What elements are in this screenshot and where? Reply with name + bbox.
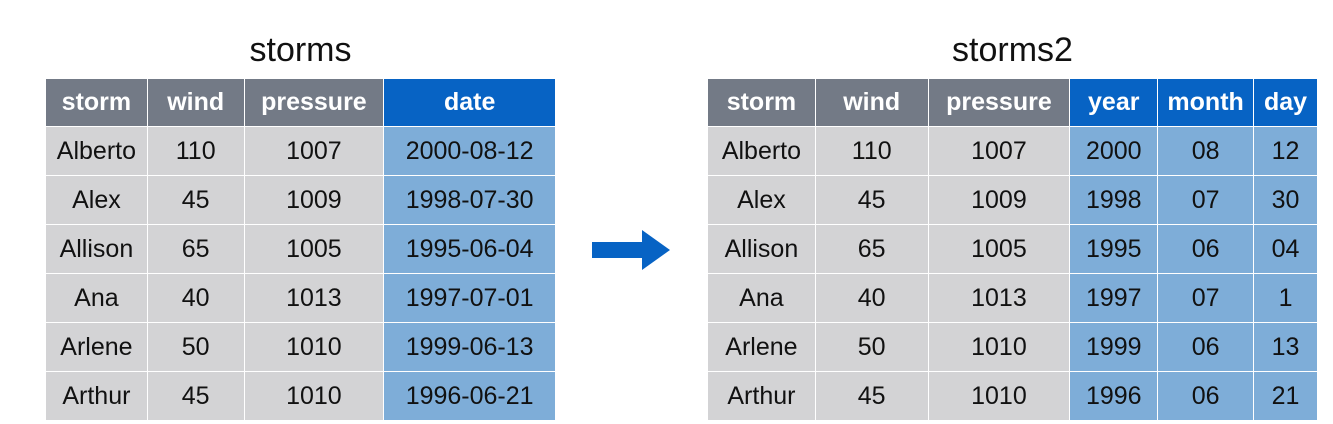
storms2-title: storms2: [952, 31, 1073, 69]
cell-day: 12: [1253, 126, 1318, 176]
cell-pressure: 1010: [927, 371, 1071, 421]
col-header-day: day: [1253, 78, 1318, 127]
cell-storm: Alberto: [45, 126, 148, 176]
header-row: storm wind pressure year month day: [707, 78, 1318, 127]
cell-wind: 110: [814, 126, 929, 176]
storms-panel: storms storm wind pressure date Alberto …: [45, 28, 556, 421]
cell-storm: Arthur: [707, 371, 816, 421]
cell-month: 06: [1157, 322, 1255, 372]
cell-pressure: 1009: [927, 175, 1071, 225]
storms-title: storms: [249, 31, 352, 69]
col-header-wind: wind: [146, 78, 245, 127]
cell-wind: 45: [814, 175, 929, 225]
col-header-storm: storm: [707, 78, 816, 127]
cell-date: 1999-06-13: [383, 322, 556, 372]
cell-date: 1998-07-30: [383, 175, 556, 225]
col-header-pressure: pressure: [927, 78, 1071, 127]
table-row: Allison 65 1005 1995-06-04: [45, 224, 556, 274]
cell-wind: 65: [814, 224, 929, 274]
cell-storm: Allison: [707, 224, 816, 274]
col-header-wind: wind: [814, 78, 929, 127]
cell-date: 1997-07-01: [383, 273, 556, 323]
cell-pressure: 1010: [243, 371, 385, 421]
cell-year: 1998: [1069, 175, 1159, 225]
cell-pressure: 1010: [927, 322, 1071, 372]
header-row: storm wind pressure date: [45, 78, 556, 127]
cell-year: 1997: [1069, 273, 1159, 323]
col-header-year: year: [1069, 78, 1159, 127]
table-row: Arthur 45 1010 1996 06 21: [707, 371, 1318, 421]
col-header-month: month: [1157, 78, 1255, 127]
cell-date: 1995-06-04: [383, 224, 556, 274]
cell-year: 1995: [1069, 224, 1159, 274]
col-header-date: date: [383, 78, 556, 127]
cell-pressure: 1007: [927, 126, 1071, 176]
cell-wind: 40: [814, 273, 929, 323]
cell-month: 07: [1157, 175, 1255, 225]
cell-storm: Alex: [707, 175, 816, 225]
col-header-pressure: pressure: [243, 78, 385, 127]
cell-wind: 110: [146, 126, 245, 176]
cell-wind: 50: [146, 322, 245, 372]
table-row: Ana 40 1013 1997-07-01: [45, 273, 556, 323]
table-row: Arlene 50 1010 1999 06 13: [707, 322, 1318, 372]
cell-day: 1: [1253, 273, 1318, 323]
cell-storm: Allison: [45, 224, 148, 274]
table-row: Arthur 45 1010 1996-06-21: [45, 371, 556, 421]
cell-wind: 45: [146, 371, 245, 421]
cell-pressure: 1005: [927, 224, 1071, 274]
table-row: Ana 40 1013 1997 07 1: [707, 273, 1318, 323]
cell-storm: Ana: [707, 273, 816, 323]
cell-pressure: 1005: [243, 224, 385, 274]
cell-storm: Arlene: [707, 322, 816, 372]
cell-storm: Alberto: [707, 126, 816, 176]
cell-storm: Ana: [45, 273, 148, 323]
cell-storm: Alex: [45, 175, 148, 225]
cell-date: 2000-08-12: [383, 126, 556, 176]
table-row: Alberto 110 1007 2000 08 12: [707, 126, 1318, 176]
arrow-right-icon: [592, 230, 670, 270]
cell-month: 06: [1157, 371, 1255, 421]
storms2-table: storm wind pressure year month day Alber…: [707, 78, 1318, 421]
cell-pressure: 1013: [927, 273, 1071, 323]
cell-day: 21: [1253, 371, 1318, 421]
cell-pressure: 1009: [243, 175, 385, 225]
cell-pressure: 1013: [243, 273, 385, 323]
cell-year: 1996: [1069, 371, 1159, 421]
table-row: Alex 45 1009 1998-07-30: [45, 175, 556, 225]
cell-wind: 45: [814, 371, 929, 421]
cell-month: 08: [1157, 126, 1255, 176]
cell-wind: 45: [146, 175, 245, 225]
cell-storm: Arlene: [45, 322, 148, 372]
cell-wind: 65: [146, 224, 245, 274]
cell-wind: 40: [146, 273, 245, 323]
table-row: Arlene 50 1010 1999-06-13: [45, 322, 556, 372]
cell-pressure: 1007: [243, 126, 385, 176]
cell-date: 1996-06-21: [383, 371, 556, 421]
cell-year: 2000: [1069, 126, 1159, 176]
cell-day: 13: [1253, 322, 1318, 372]
cell-wind: 50: [814, 322, 929, 372]
cell-day: 30: [1253, 175, 1318, 225]
cell-month: 06: [1157, 224, 1255, 274]
table-row: Alex 45 1009 1998 07 30: [707, 175, 1318, 225]
storms-table: storm wind pressure date Alberto 110 100…: [45, 78, 556, 421]
cell-day: 04: [1253, 224, 1318, 274]
col-header-storm: storm: [45, 78, 148, 127]
table-row: Alberto 110 1007 2000-08-12: [45, 126, 556, 176]
cell-pressure: 1010: [243, 322, 385, 372]
table-row: Allison 65 1005 1995 06 04: [707, 224, 1318, 274]
storms2-panel: storms2 storm wind pressure year month d…: [707, 28, 1318, 421]
cell-month: 07: [1157, 273, 1255, 323]
cell-storm: Arthur: [45, 371, 148, 421]
cell-year: 1999: [1069, 322, 1159, 372]
